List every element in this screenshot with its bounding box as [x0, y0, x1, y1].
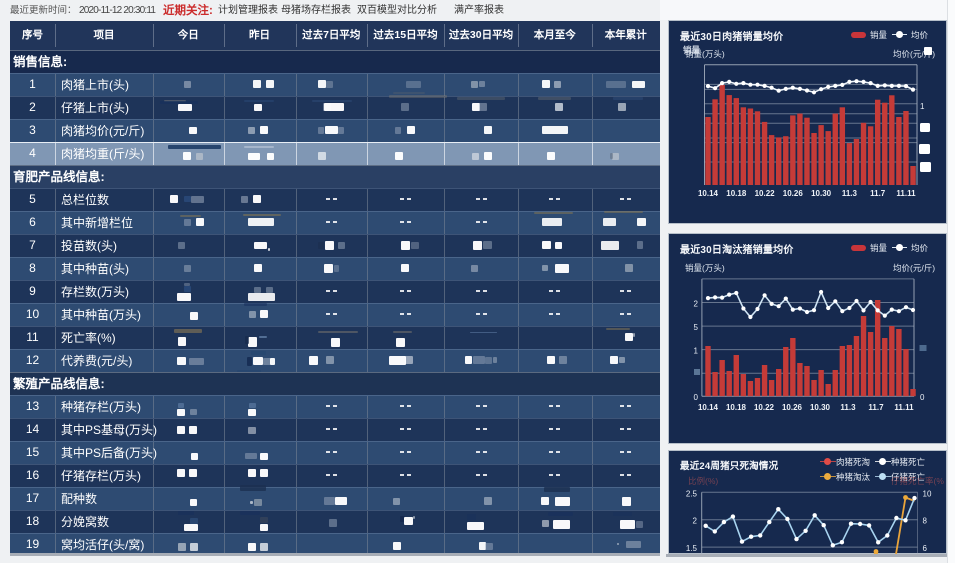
svg-text:11.11: 11.11: [894, 403, 914, 412]
svg-text:10.22: 10.22: [755, 189, 776, 198]
svg-text:11.11: 11.11: [896, 189, 916, 198]
svg-text:1: 1: [694, 347, 699, 356]
svg-text:5: 5: [694, 323, 699, 332]
svg-text:1: 1: [920, 102, 925, 111]
svg-text:8: 8: [923, 517, 928, 526]
svg-text:10: 10: [923, 489, 932, 498]
svg-text:11.7: 11.7: [868, 403, 884, 412]
svg-text:10.26: 10.26: [783, 189, 804, 198]
svg-text:10.30: 10.30: [811, 189, 832, 198]
svg-text:10.14: 10.14: [698, 403, 719, 412]
svg-text:6: 6: [923, 544, 928, 553]
svg-text:10.26: 10.26: [782, 403, 803, 412]
svg-text:10.14: 10.14: [698, 189, 719, 198]
svg-text:10.18: 10.18: [726, 189, 747, 198]
svg-text:0: 0: [920, 393, 925, 402]
svg-text:11.3: 11.3: [842, 189, 858, 198]
svg-text:2: 2: [694, 300, 699, 309]
svg-text:2.5: 2.5: [686, 489, 698, 498]
svg-text:1.5: 1.5: [686, 544, 698, 553]
svg-text:10.18: 10.18: [726, 403, 747, 412]
svg-text:10.30: 10.30: [810, 403, 831, 412]
svg-text:11.3: 11.3: [840, 403, 856, 412]
svg-text:2: 2: [693, 517, 698, 526]
svg-text:11.7: 11.7: [870, 189, 886, 198]
svg-text:0: 0: [694, 393, 699, 402]
svg-text:10.22: 10.22: [754, 403, 775, 412]
